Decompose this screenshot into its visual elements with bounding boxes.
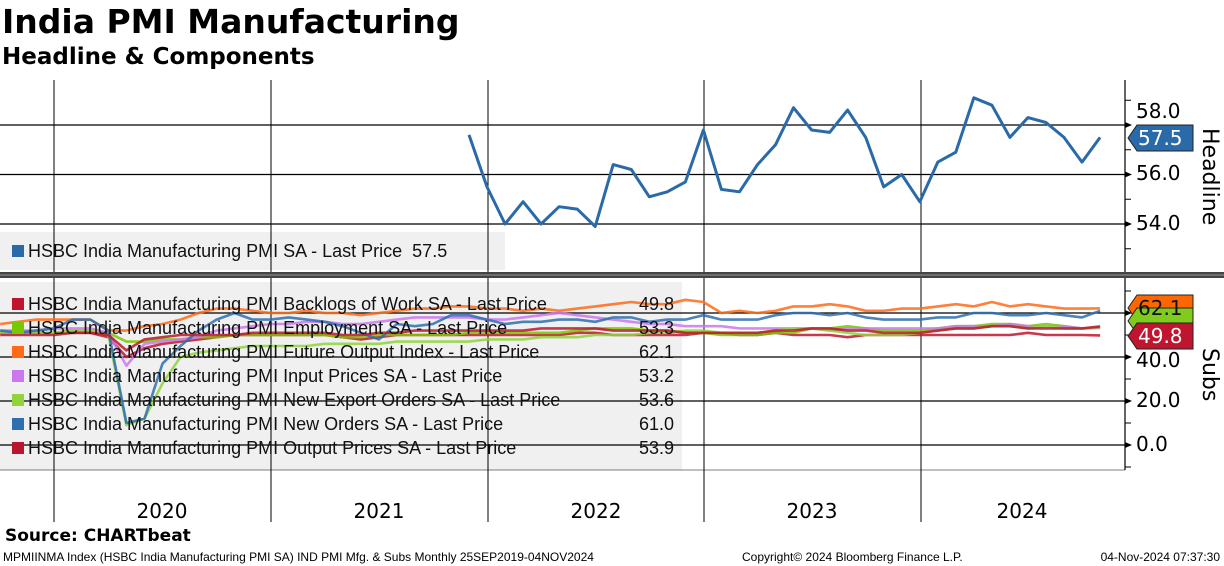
legend-label: HSBC India Manufacturing PMI Employment … bbox=[28, 317, 508, 338]
legend-swatch bbox=[12, 370, 24, 382]
source-label: Source: CHARTbeat bbox=[5, 526, 191, 546]
series-line bbox=[0, 324, 1101, 352]
backlogs-tag-shape bbox=[1127, 322, 1194, 350]
series-line bbox=[0, 309, 1101, 425]
legend-value: 57.5 bbox=[412, 240, 448, 261]
x-tick-label: 2021 bbox=[353, 499, 405, 523]
legend-swatch bbox=[12, 442, 24, 454]
subs-tick: 40.0 bbox=[1136, 348, 1181, 372]
legend-item: HSBC India Manufacturing PMI Future Outp… bbox=[0, 340, 539, 364]
headline-tick: 58.0 bbox=[1136, 99, 1181, 123]
major-tick bbox=[1125, 354, 1132, 360]
legend-label: HSBC India Manufacturing PMI New Export … bbox=[28, 389, 561, 410]
headline-tick: 56.0 bbox=[1136, 161, 1181, 185]
legend-value: 49.8 bbox=[638, 294, 674, 314]
backlogs-last-tag: 49.8 bbox=[1138, 324, 1183, 348]
legend-label: HSBC India Manufacturing PMI Backlogs of… bbox=[28, 293, 547, 314]
subs-tick: 20.0 bbox=[1136, 388, 1181, 412]
legend-swatch bbox=[12, 346, 24, 358]
headline-tick: 54.0 bbox=[1136, 211, 1181, 235]
footer-meta: MPMIINMA Index (HSBC India Manufacturing… bbox=[3, 550, 594, 564]
major-tick bbox=[1125, 442, 1132, 448]
legend-value: 53.3 bbox=[638, 318, 674, 338]
legend-value: 53.9 bbox=[638, 438, 674, 458]
legend-item: HSBC India Manufacturing PMI New Export … bbox=[0, 388, 560, 412]
legend-swatch bbox=[12, 418, 24, 430]
x-tick-label: 2023 bbox=[786, 499, 838, 523]
legend-label: HSBC India Manufacturing PMI New Orders … bbox=[28, 413, 504, 434]
major-tick bbox=[1125, 171, 1132, 178]
headline-last-tag: 57.5 bbox=[1138, 126, 1183, 150]
legend-label: HSBC India Manufacturing PMI Future Outp… bbox=[28, 341, 540, 362]
legend-item-headline: HSBC India Manufacturing PMI SA - Last P… bbox=[0, 239, 447, 263]
series-line bbox=[0, 311, 1101, 368]
legend-item: HSBC India Manufacturing PMI Output Pric… bbox=[0, 436, 516, 460]
subs-tick: 0.0 bbox=[1136, 432, 1168, 456]
legend-value: 62.1 bbox=[638, 342, 674, 362]
legend-swatch bbox=[12, 322, 24, 334]
footer-timestamp: 04-Nov-2024 07:37:30 bbox=[1100, 550, 1220, 564]
headline-line bbox=[467, 96, 1102, 228]
legend-background bbox=[0, 232, 505, 270]
footer-copyright: Copyright© 2024 Bloomberg Finance L.P. bbox=[742, 550, 963, 564]
chart-subtitle: Headline & Components bbox=[2, 44, 315, 70]
legend-label: HSBC India Manufacturing PMI SA - Last P… bbox=[28, 240, 403, 261]
x-tick-label: 2022 bbox=[570, 499, 622, 523]
series-line bbox=[0, 298, 1101, 332]
x-tick-label: 2024 bbox=[996, 499, 1048, 523]
legend-item: HSBC India Manufacturing PMI New Orders … bbox=[0, 412, 503, 436]
legend-label: HSBC India Manufacturing PMI Output Pric… bbox=[28, 437, 517, 458]
legend-swatch bbox=[12, 298, 24, 310]
legend-item: HSBC India Manufacturing PMI Backlogs of… bbox=[0, 292, 547, 316]
major-tick bbox=[1125, 398, 1132, 404]
major-tick bbox=[1125, 221, 1132, 227]
legend-label: HSBC India Manufacturing PMI Input Price… bbox=[28, 365, 503, 386]
series-line bbox=[0, 331, 1101, 359]
future-output-last-tag: 62.1 bbox=[1138, 296, 1183, 320]
x-tick-label: 2020 bbox=[136, 499, 188, 523]
legend-swatch bbox=[12, 394, 24, 406]
major-tick bbox=[1125, 310, 1132, 316]
legend-value: 61.0 bbox=[638, 414, 674, 434]
major-tick bbox=[1125, 122, 1132, 128]
legend-value: 53.2 bbox=[638, 366, 674, 386]
headline-tag-shape bbox=[1127, 124, 1194, 152]
subs-axis-title: Subs bbox=[1197, 348, 1222, 402]
headline-axis-title: Headline bbox=[1197, 128, 1222, 226]
legend-value: 53.6 bbox=[638, 390, 674, 410]
legend-swatch bbox=[12, 245, 24, 257]
legend-item: HSBC India Manufacturing PMI Employment … bbox=[0, 316, 507, 340]
chart-title: India PMI Manufacturing bbox=[2, 2, 460, 41]
legend-item: HSBC India Manufacturing PMI Input Price… bbox=[0, 364, 502, 388]
